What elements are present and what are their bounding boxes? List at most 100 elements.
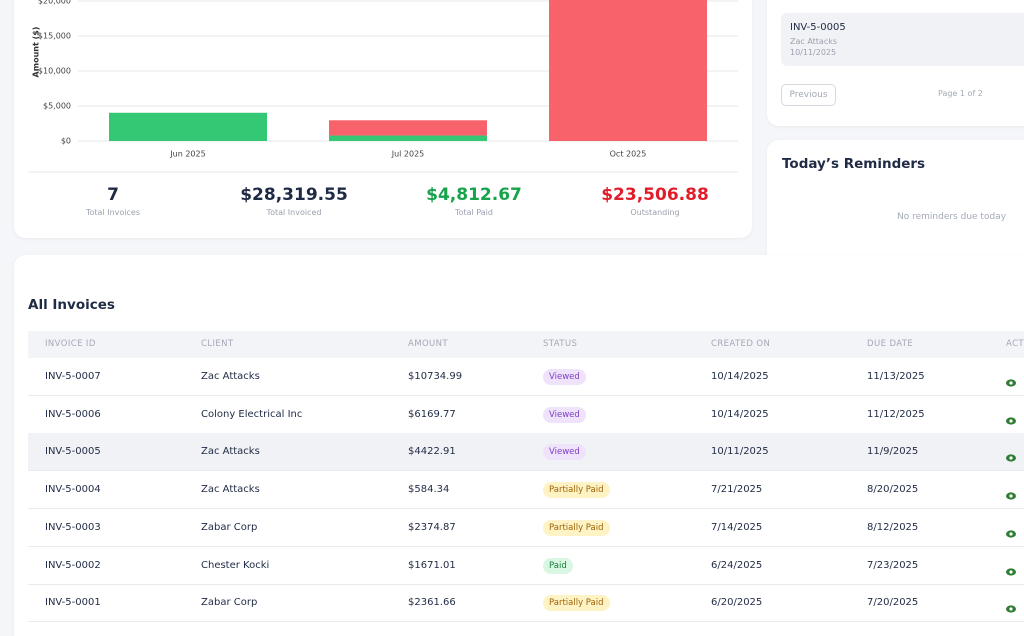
recent-id: INV-5-0005	[790, 22, 846, 33]
table-row[interactable]	[28, 471, 1024, 510]
table-title: All Invoices	[28, 297, 115, 313]
eye-icon	[1006, 530, 1016, 538]
cell-created: 7/21/2025	[711, 484, 763, 496]
cell-created: 10/14/2025	[711, 371, 769, 382]
view-action[interactable]	[1006, 485, 1016, 500]
stat-value: $4,812.67	[426, 185, 522, 205]
cell-due: 11/12/2025	[867, 408, 925, 420]
eye-icon	[1006, 454, 1016, 462]
cell-id: INV-5-0006	[45, 408, 101, 420]
x-tick-label: Oct 2025	[610, 150, 647, 159]
cell-id: INV-5-0003	[45, 521, 101, 533]
cell-due: 7/20/2025	[867, 597, 919, 609]
x-tick-label: Jul 2025	[391, 150, 425, 159]
cell-id: INV-5-0005	[45, 446, 101, 458]
cell-id: INV-5-0002	[45, 559, 101, 571]
stat-value: $23,506.88	[601, 185, 709, 205]
status-badge: Viewed	[543, 406, 586, 423]
stat-label: Outstanding	[630, 208, 680, 217]
table-header	[28, 331, 1024, 358]
y-tick-label: $5,000	[43, 102, 71, 111]
bar-segment	[549, 0, 707, 141]
cell-amount: $10734.99	[408, 371, 463, 382]
status-badge: Paid	[543, 557, 573, 574]
bar-segment	[329, 120, 487, 136]
eye-icon	[1006, 605, 1016, 613]
stat-label: Total Invoices	[86, 208, 140, 217]
previous-button[interactable]: Previous	[781, 84, 836, 106]
cell-client: Zac Attacks	[201, 371, 260, 382]
cell-due: 11/13/2025	[867, 371, 925, 382]
cell-client: Colony Electrical Inc	[201, 408, 303, 420]
column-header: CLIENT	[201, 339, 234, 349]
recent-item[interactable]: INV-5-0005 Zac Attacks 10/11/2025	[781, 13, 1024, 66]
table-row[interactable]	[28, 584, 1024, 623]
bar-segment	[109, 112, 267, 141]
view-action[interactable]	[1006, 598, 1016, 613]
reminders-empty: No reminders due today	[897, 212, 1007, 222]
cell-client: Zac Attacks	[201, 484, 260, 496]
cell-id: INV-5-0007	[45, 371, 101, 382]
y-tick-label: $15,000	[38, 32, 71, 41]
cell-created: 6/20/2025	[711, 597, 763, 609]
cell-client: Zac Attacks	[201, 446, 260, 458]
chart: Amount ($) $0 $5,000 $10,000 $15,000 $20,000…	[28, 0, 738, 173]
cell-due: 11/9/2025	[867, 446, 919, 458]
view-action[interactable]	[1006, 523, 1016, 538]
cell-client: Chester Kocki	[201, 559, 270, 571]
status-badge: Partially Paid	[543, 482, 610, 499]
cell-id: INV-5-0001	[45, 597, 101, 609]
cell-due: 8/20/2025	[867, 484, 919, 496]
column-header: ACTIONS	[1006, 339, 1024, 349]
cell-due: 8/12/2025	[867, 521, 919, 533]
eye-icon	[1006, 567, 1016, 576]
table-row[interactable]	[28, 509, 1024, 547]
eye-icon	[1006, 379, 1016, 387]
column-header: STATUS	[543, 339, 578, 349]
status-badge: Viewed	[543, 369, 586, 385]
view-action[interactable]	[1006, 372, 1016, 387]
cell-created: 10/11/2025	[711, 446, 769, 458]
cell-id: INV-5-0004	[45, 484, 101, 496]
column-header: DUE DATE	[867, 339, 914, 349]
view-action[interactable]	[1006, 447, 1016, 462]
cell-client: Zabar Corp	[201, 597, 258, 609]
view-action[interactable]	[1006, 410, 1016, 425]
cell-due: 7/23/2025	[867, 559, 919, 571]
reminders-card: Today’s Reminders No reminders due today	[767, 140, 1024, 266]
table-row[interactable]	[28, 433, 1024, 472]
eye-icon	[1006, 492, 1016, 500]
table-row[interactable]	[28, 358, 1024, 396]
y-tick-label: $10,000	[38, 67, 71, 76]
recent-card: INV-5-0005 Zac Attacks 10/11/2025 Previo…	[767, 0, 1024, 126]
stat-value: 7	[107, 185, 119, 205]
cell-amount: $6169.77	[408, 408, 456, 420]
view-action[interactable]	[1006, 561, 1016, 576]
cell-created: 6/24/2025	[711, 559, 763, 571]
status-badge: Partially Paid	[543, 519, 610, 536]
y-axis-label: Amount ($)	[32, 27, 41, 78]
cell-amount: $2361.66	[408, 597, 456, 609]
recent-date: 10/11/2025	[790, 48, 837, 57]
cell-amount: $1671.01	[408, 559, 456, 571]
column-header: CREATED ON	[711, 339, 771, 349]
stat-value: $28,319.55	[240, 185, 348, 205]
x-tick-label: Jun 2025	[169, 150, 205, 159]
cell-amount: $584.34	[408, 484, 450, 496]
cell-created: 10/14/2025	[711, 408, 769, 420]
bar-segment	[329, 135, 487, 141]
stat-label: Total Invoiced	[266, 208, 322, 217]
column-header: AMOUNT	[408, 339, 449, 349]
page-indicator: Page 1 of 2	[938, 89, 983, 98]
stat-label: Total Paid	[455, 208, 493, 217]
eye-icon	[1006, 417, 1016, 425]
y-tick-label: $0	[61, 137, 71, 146]
column-header: INVOICE ID	[45, 339, 96, 349]
table-row[interactable]	[28, 396, 1024, 434]
cell-amount: $4422.91	[408, 446, 456, 458]
table-row[interactable]	[28, 547, 1024, 585]
status-badge: Partially Paid	[543, 595, 610, 612]
y-tick-label: $20,000	[38, 0, 71, 6]
recent-client: Zac Attacks	[790, 37, 838, 46]
